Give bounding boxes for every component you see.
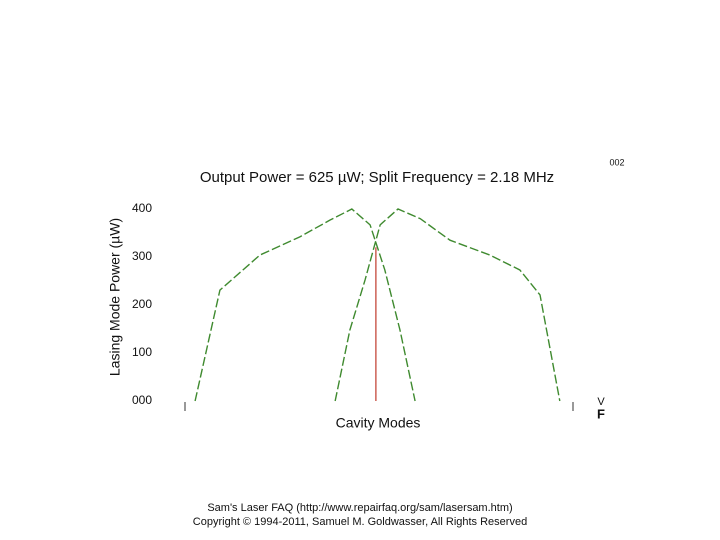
series-line [194, 208, 416, 402]
footer-line: Copyright © 1994-2011, Samuel M. Goldwas… [193, 516, 527, 528]
annotation: F [597, 406, 605, 421]
y-tick-label: 400 [132, 201, 152, 215]
y-axis-label: Lasing Mode Power (µW) [107, 218, 123, 376]
y-tick-label: 000 [132, 393, 152, 407]
y-tick-label: 300 [132, 249, 152, 263]
y-tick-label: 200 [132, 297, 152, 311]
footer-line: Sam's Laser FAQ (http://www.repairfaq.or… [207, 502, 512, 514]
chart-title: Output Power = 625 µW; Split Frequency =… [200, 169, 554, 186]
annotation: 002 [609, 157, 624, 167]
x-axis-label: Cavity Modes [336, 415, 421, 431]
annotation: V [597, 396, 605, 408]
y-tick-label: 100 [132, 345, 152, 359]
series-line [334, 208, 561, 402]
